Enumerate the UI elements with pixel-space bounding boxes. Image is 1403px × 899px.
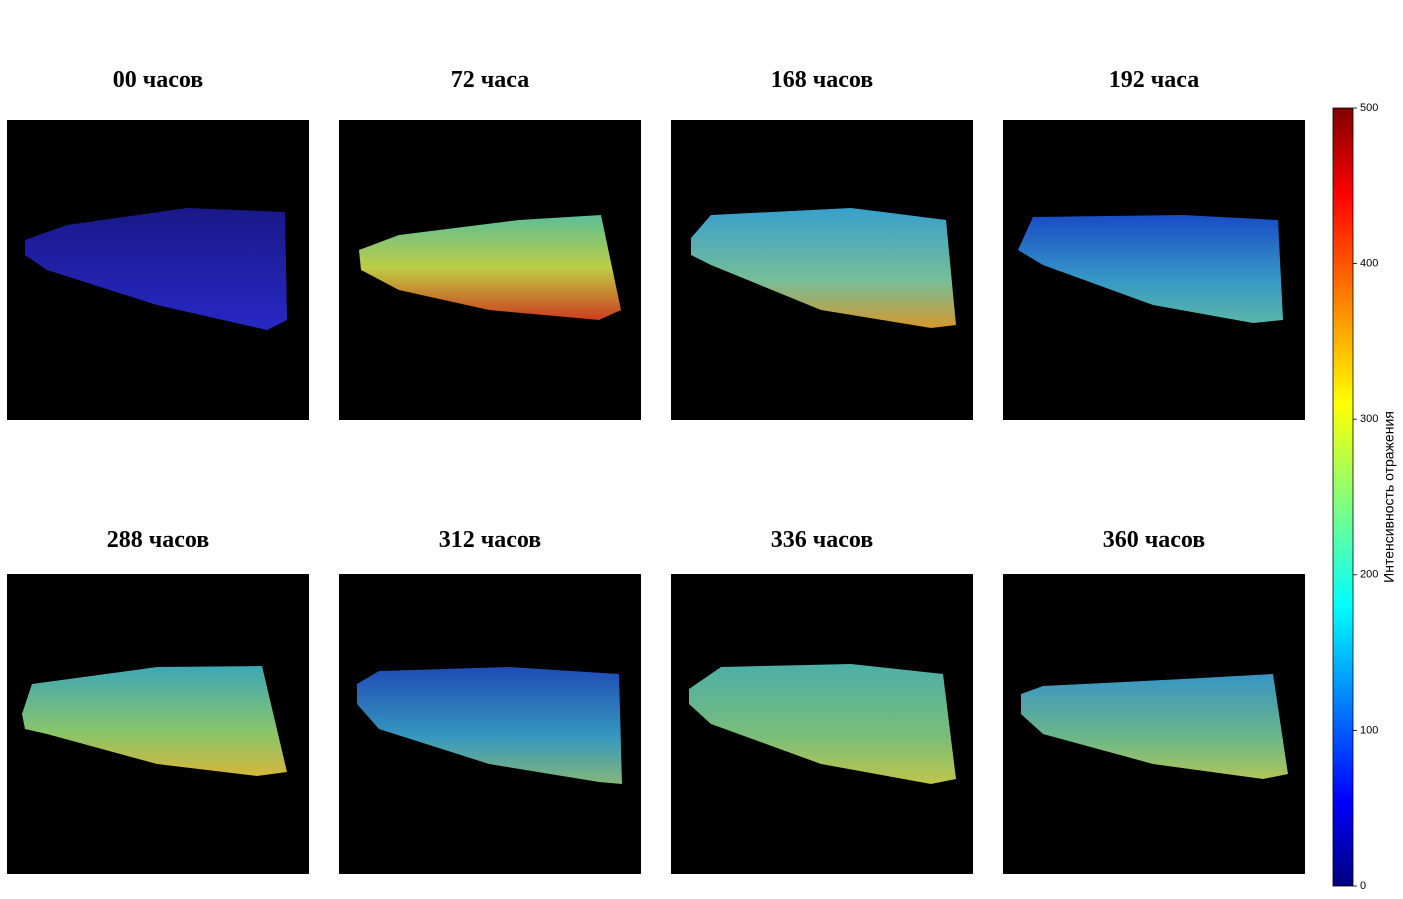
sample-region [357, 667, 622, 784]
sample-region [689, 664, 956, 784]
panel-title: 288 часов [107, 527, 210, 553]
panel-title: 360 часов [1103, 527, 1206, 553]
sample-region [25, 208, 287, 330]
sample-region [1018, 215, 1283, 323]
panel-title: 312 часов [439, 527, 542, 553]
panel-title: 168 часов [771, 67, 874, 93]
sample-region [691, 208, 956, 328]
panel-title: 336 часов [771, 527, 874, 553]
colorbar [1332, 107, 1354, 887]
sample-region [359, 215, 621, 320]
sample-region [1021, 674, 1288, 779]
colorbar-tick-label: 100 [1360, 724, 1378, 736]
panel-title: 00 часов [113, 67, 204, 93]
colorbar-label: Интенсивность отражения [1381, 411, 1397, 583]
colorbar-tick-label: 200 [1360, 569, 1378, 581]
panel-title: 192 часа [1109, 67, 1199, 93]
colorbar-tick-label: 400 [1360, 258, 1378, 270]
colorbar-tick-label: 300 [1360, 413, 1378, 425]
colorbar-tick-label: 0 [1360, 880, 1366, 892]
colorbar-tick-label: 500 [1360, 102, 1378, 114]
panel-title: 72 часа [451, 67, 529, 93]
sample-region [22, 666, 287, 776]
